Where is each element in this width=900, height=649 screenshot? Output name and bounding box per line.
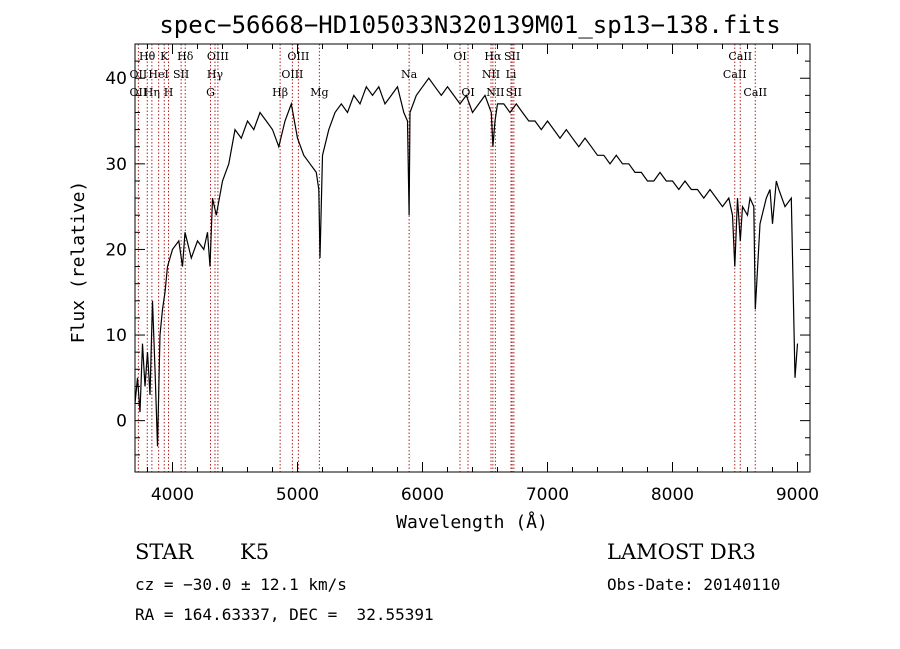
- line-label: SII: [173, 68, 189, 81]
- line-label: NII: [482, 68, 500, 81]
- line-label: CaII: [743, 86, 767, 99]
- plot-frame: [134, 43, 811, 473]
- redshift-value: cz = −30.0 ± 12.1 km/s: [135, 575, 347, 594]
- line-label: K: [160, 50, 169, 63]
- line-label: OI: [453, 50, 466, 63]
- line-label: SII: [504, 50, 520, 63]
- line-label: Hα: [484, 50, 502, 63]
- x-tick-label: 6000: [401, 485, 444, 505]
- y-tick-label: 20: [105, 240, 127, 260]
- x-tick-label: 7000: [526, 485, 569, 505]
- spectral-line-markers: [137, 44, 756, 472]
- x-tick-label: 8000: [651, 485, 694, 505]
- x-tick-label: 4000: [151, 485, 194, 505]
- y-tick-label: 0: [116, 412, 127, 432]
- line-label: Hη: [144, 86, 160, 99]
- survey-name: LAMOST DR3: [607, 540, 756, 564]
- line-label: OIII: [207, 50, 229, 63]
- line-label: OIII: [281, 68, 303, 81]
- y-axis: 0 10 20 30 40: [105, 43, 810, 456]
- line-label: Na: [401, 68, 418, 81]
- line-label: NII: [486, 86, 504, 99]
- object-subclass: K5: [240, 540, 270, 564]
- y-tick-label: 30: [105, 155, 127, 175]
- line-label: Li: [506, 68, 517, 81]
- y-tick-label: 40: [105, 69, 127, 89]
- x-tick-label: 5000: [276, 485, 319, 505]
- line-label: G: [206, 86, 215, 99]
- object-class: STAR: [135, 540, 194, 564]
- line-label: CaII: [728, 50, 752, 63]
- line-label: OI: [461, 86, 474, 99]
- coordinates: RA = 164.63337, DEC = 32.55391: [135, 605, 434, 624]
- y-axis-label: Flux (relative): [68, 181, 89, 344]
- line-label: Hβ: [272, 86, 288, 99]
- x-axis: 4000 5000 6000 7000 8000 9000: [147, 44, 819, 505]
- x-tick-label: 9000: [776, 485, 819, 505]
- line-label: Hδ: [177, 50, 194, 63]
- spectrum-line: [134, 77, 799, 447]
- line-label: OIII: [287, 50, 309, 63]
- observation-date: Obs-Date: 20140110: [607, 575, 781, 594]
- line-label: Hγ: [207, 68, 224, 81]
- line-label: CaII: [723, 68, 747, 81]
- line-label: OII: [130, 86, 148, 99]
- line-label: Hθ: [139, 50, 156, 63]
- line-label: Mg: [310, 86, 328, 99]
- y-tick-label: 10: [105, 326, 127, 346]
- line-label: H: [164, 86, 174, 99]
- line-label: HeI: [148, 68, 168, 81]
- x-axis-label: Wavelength (Å): [396, 511, 548, 533]
- chart-title: spec−56668−HD105033N320139M01_sp13−138.f…: [159, 11, 780, 39]
- line-label: OII: [130, 68, 148, 81]
- line-label: SII: [506, 86, 522, 99]
